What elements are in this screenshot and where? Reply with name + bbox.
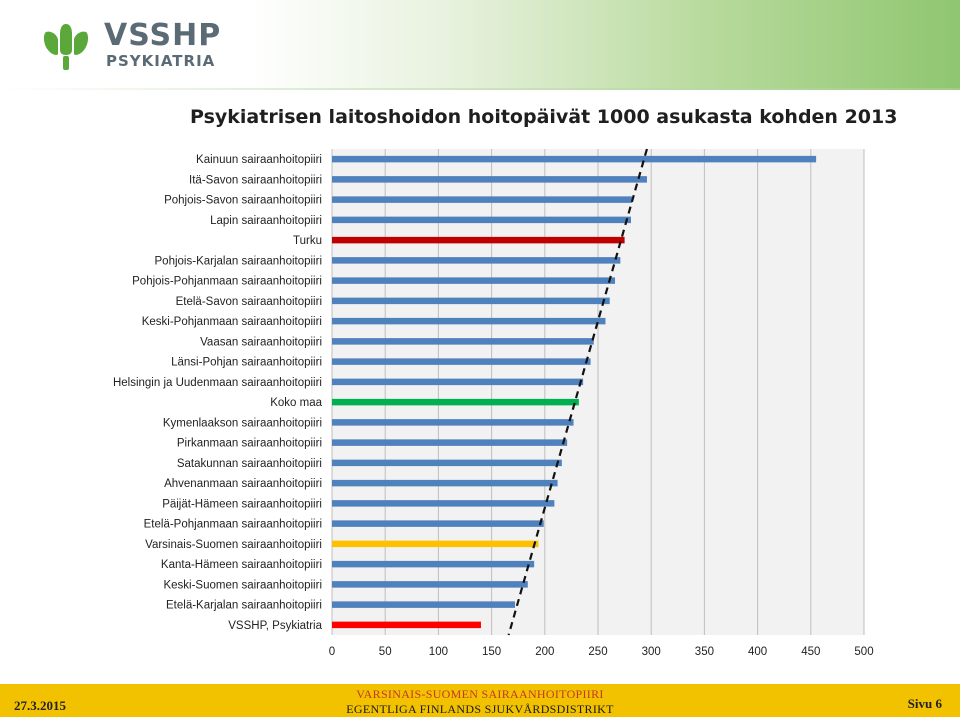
footer: 27.3.2015 VARSINAIS-SUOMEN SAIRAANHOITOP… — [0, 684, 960, 717]
category-labels: Kainuun sairaanhoitopiiri Itä-Savon saira… — [113, 154, 323, 632]
bar — [332, 277, 616, 284]
category-label: Pohjois-Karjalan sairaanhoitopiiri — [155, 255, 322, 267]
bar — [332, 439, 568, 446]
category-label: Länsi-Pohjan sairaanhoitopiiri — [171, 357, 322, 369]
logo: VSSHP PSYKIATRIA — [40, 18, 230, 74]
bar — [332, 621, 481, 629]
logo-subtitle: PSYKIATRIA — [106, 52, 216, 70]
category-label: Helsingin ja Uudenmaan sairaanhoitopiiri — [113, 377, 322, 389]
x-tick-label: 500 — [854, 646, 873, 658]
x-tick-label: 200 — [535, 646, 554, 658]
bar — [332, 378, 584, 386]
category-label: Pohjois-Pohjanmaan sairaanhoitopiiri — [132, 276, 322, 288]
category-label: Kymenlaakson sairaanhoitopiiri — [163, 417, 322, 429]
bar — [332, 338, 594, 345]
category-label: Turku — [293, 235, 322, 247]
bar — [332, 176, 647, 183]
category-label: Pohjois-Savon sairaanhoitopiiri — [164, 195, 322, 207]
bar — [332, 520, 544, 527]
bar — [332, 581, 528, 588]
x-tick-label: 450 — [801, 646, 820, 658]
x-tick-label: 250 — [588, 646, 607, 658]
category-label: Etelä-Pohjanmaan sairaanhoitopiiri — [144, 519, 322, 531]
bar — [332, 297, 610, 305]
bar — [332, 540, 539, 548]
x-tick-label: 300 — [642, 646, 661, 658]
logo-name: VSSHP — [104, 18, 222, 53]
category-label: Koko maa — [270, 397, 322, 409]
bar — [332, 479, 558, 487]
bar — [332, 155, 817, 163]
category-label: Kainuun sairaanhoitopiiri — [196, 154, 322, 166]
bar — [332, 398, 579, 406]
trend-line-dash — [507, 148, 649, 636]
x-tick-label: 50 — [379, 646, 392, 658]
category-label: Keski-Pohjanmaan sairaanhoitopiiri — [142, 316, 322, 328]
category-label: Keski-Suomen sairaanhoitopiiri — [163, 579, 322, 591]
category-label: Pirkanmaan sairaanhoitopiiri — [177, 438, 322, 450]
category-label: Itä-Savon sairaanhoitopiiri — [189, 174, 322, 186]
footer-page-number: Sivu 6 — [907, 696, 942, 711]
x-tick-label: 100 — [429, 646, 448, 658]
bar — [332, 601, 516, 608]
category-label: Etelä-Karjalan sairaanhoitopiiri — [166, 600, 322, 612]
category-label: Etelä-Savon sairaanhoitopiiri — [176, 296, 322, 308]
x-tick-label: 0 — [329, 646, 335, 658]
bar — [332, 257, 621, 264]
bar — [332, 317, 606, 325]
category-label: Varsinais-Suomen sairaanhoitopiiri — [145, 539, 322, 551]
chart-title: Psykiatrisen laitoshoidon hoitopäivät 10… — [190, 106, 898, 128]
category-label: Vaasan sairaanhoitopiiri — [200, 336, 322, 348]
tree-leaf-logo-icon — [43, 24, 89, 70]
bar — [332, 196, 633, 203]
bar — [332, 560, 535, 568]
gridlines — [331, 149, 865, 635]
category-label: Päijät-Hämeen sairaanhoitopiiri — [162, 498, 322, 510]
header-divider — [0, 88, 960, 90]
bars — [332, 155, 817, 629]
category-label: VSSHP, Psykiatria — [228, 620, 322, 632]
footer-org-line2: EGENTLIGA FINLANDS SJUKVÅRDSDISTRIKT — [346, 702, 614, 716]
bar — [332, 216, 631, 224]
category-label: Lapin sairaanhoitopiiri — [210, 215, 322, 227]
bar — [332, 236, 625, 244]
bar — [332, 419, 574, 426]
x-tick-label: 350 — [695, 646, 714, 658]
trend-line — [507, 148, 649, 636]
bar — [332, 500, 555, 507]
footer-date: 27.3.2015 — [14, 698, 66, 713]
category-label: Kanta-Hämeen sairaanhoitopiiri — [161, 559, 322, 571]
x-tick-label: 150 — [482, 646, 501, 658]
header-banner — [0, 0, 960, 88]
category-label: Satakunnan sairaanhoitopiiri — [177, 458, 322, 470]
category-label: Ahvenanmaan sairaanhoitopiiri — [164, 478, 322, 490]
x-tick-labels: 0 50 100 150 200 250 300 350 400 450 500 — [329, 646, 874, 658]
x-tick-label: 400 — [748, 646, 767, 658]
bar — [332, 358, 591, 365]
bar — [332, 459, 562, 467]
footer-org-line1: VARSINAIS-SUOMEN SAIRAANHOITOPIIRI — [356, 687, 604, 701]
